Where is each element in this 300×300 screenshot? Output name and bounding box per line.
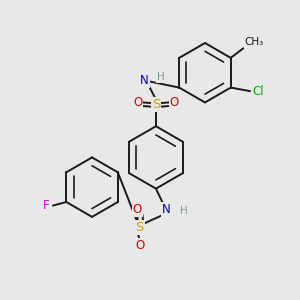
Text: O: O	[135, 238, 144, 252]
Text: O: O	[133, 203, 142, 216]
Text: N: N	[140, 74, 149, 87]
Text: N: N	[162, 203, 171, 216]
Text: S: S	[152, 98, 160, 111]
Text: H: H	[180, 206, 188, 216]
Text: Cl: Cl	[253, 85, 264, 98]
Text: F: F	[43, 199, 50, 212]
Text: O: O	[133, 96, 142, 109]
Text: S: S	[135, 221, 144, 234]
Text: H: H	[157, 73, 165, 82]
Text: CH₃: CH₃	[245, 37, 264, 47]
Text: O: O	[170, 96, 179, 109]
